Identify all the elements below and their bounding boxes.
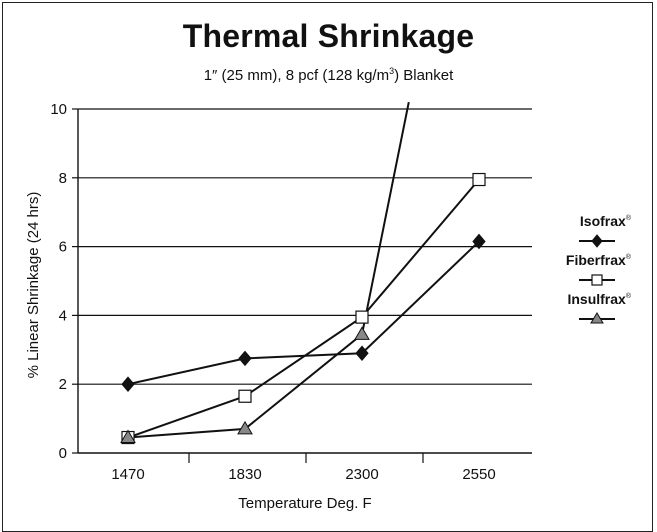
series-line-isofrax	[127, 240, 480, 386]
legend-label-fiberfrax: Fiberfrax®	[566, 252, 632, 268]
axes	[72, 108, 532, 463]
point-insulfrax-2300	[354, 326, 370, 340]
legend: Isofrax® Fiberfrax® Insulfrax®	[566, 213, 632, 324]
legend-marker-insulfrax	[590, 312, 604, 324]
x-tick-label-2300: 2300	[345, 466, 378, 483]
x-tick-label-2550: 2550	[462, 466, 495, 483]
point-isofrax-2300	[355, 345, 369, 362]
point-isofrax-1830	[238, 350, 252, 367]
point-insulfrax-1830	[237, 420, 253, 435]
x-tick-label-1830: 1830	[228, 466, 261, 483]
legend-marker-fiberfrax	[591, 274, 603, 286]
point-isofrax-2550	[472, 233, 486, 250]
y-tick-label-4: 4	[59, 307, 67, 324]
series-line-fiberfrax	[127, 178, 480, 439]
y-tick-labels: 0 2 4 6 8 10	[50, 101, 67, 462]
series-lines	[127, 101, 480, 439]
subtitle-tail: ) Blanket	[394, 67, 454, 84]
y-tick-label-10: 10	[50, 101, 67, 118]
y-axis-label: % Linear Shrinkage (24 hrs)	[25, 192, 42, 379]
x-tick-label-1470: 1470	[111, 466, 144, 483]
legend-label-isofrax: Isofrax®	[580, 213, 632, 229]
y-tick-label-0: 0	[59, 445, 67, 462]
series-markers	[120, 172, 486, 445]
y-tick-label-8: 8	[59, 170, 67, 187]
chart-title: Thermal Shrinkage	[182, 18, 475, 54]
subtitle-superscript: 3	[389, 66, 395, 76]
legend-label-insulfrax: Insulfrax®	[567, 291, 631, 307]
subtitle-text: 1″ (25 mm), 8 pcf (128 kg/m	[203, 67, 390, 84]
y-tick-label-6: 6	[59, 239, 67, 256]
grid-lines	[78, 108, 532, 385]
chart-subtitle: 1″ (25 mm), 8 pcf (128 kg/m3) Blanket	[0, 66, 657, 84]
x-tick-labels: 1470 1830 2300 2550	[111, 466, 495, 483]
point-fiberfrax-1830	[238, 389, 252, 403]
x-axis-label: Temperature Deg. F	[238, 495, 371, 512]
point-insulfrax-1470	[120, 429, 136, 444]
point-fiberfrax-2550	[472, 172, 486, 187]
series-line-insulfrax	[127, 101, 410, 439]
legend-marker-isofrax	[591, 234, 603, 248]
point-isofrax-1470	[121, 376, 135, 392]
y-tick-label-2: 2	[59, 376, 67, 393]
point-fiberfrax-2300	[355, 310, 369, 324]
